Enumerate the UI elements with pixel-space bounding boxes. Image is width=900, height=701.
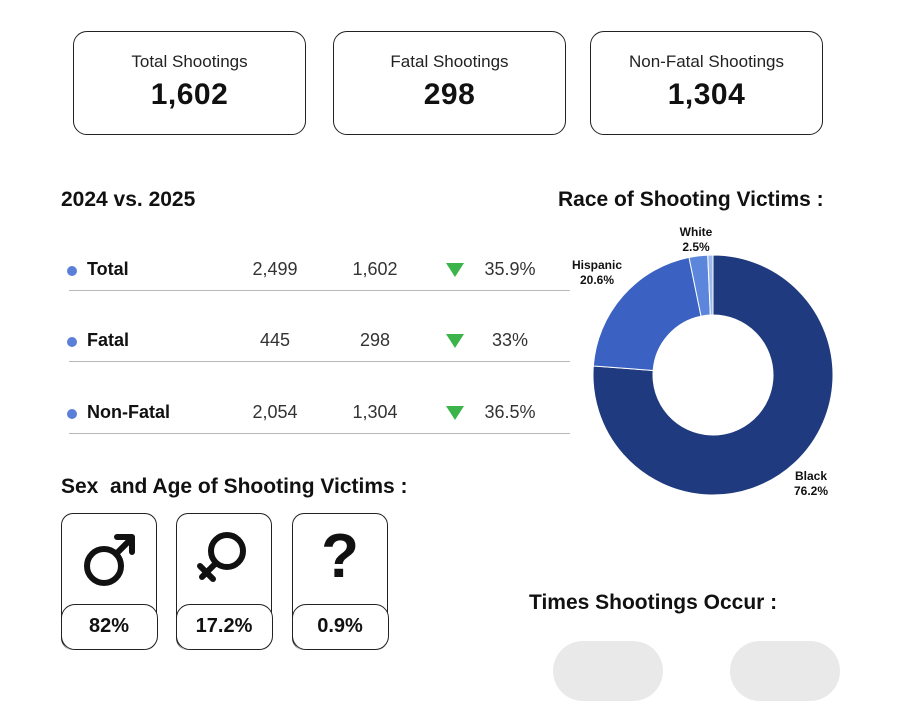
female-card: 17.2% xyxy=(175,513,273,650)
row-name: Non-Fatal xyxy=(87,402,170,422)
times-chart-circle xyxy=(730,641,840,701)
fatal-shootings-value: 298 xyxy=(423,78,476,111)
row-name: Fatal xyxy=(87,330,130,350)
label-black-value: 76.2% xyxy=(793,484,829,498)
row-name: Total xyxy=(87,259,129,279)
row-change: 33% xyxy=(491,330,529,350)
row-value-2024: 2,054 xyxy=(252,402,298,422)
comparison-row-fatal: Fatal 445 298 33% xyxy=(60,322,570,362)
label-white-name: White xyxy=(679,225,713,239)
label-hispanic-value: 20.6% xyxy=(579,273,615,287)
slice-other xyxy=(707,254,714,316)
times-title: Times Shootings Occur : xyxy=(529,591,778,614)
slice-white xyxy=(688,254,711,317)
row-change: 35.9% xyxy=(484,259,536,279)
female-icon xyxy=(177,524,271,599)
row-divider xyxy=(69,289,570,291)
race-chart-title: Race of Shooting Victims : xyxy=(558,188,824,211)
total-shootings-label: Total Shootings xyxy=(131,52,248,71)
total-shootings-value: 1,602 xyxy=(150,78,229,111)
total-shootings-card: Total Shootings 1,602 xyxy=(73,31,306,135)
female-percentage: 17.2% xyxy=(175,604,273,650)
nonfatal-shootings-label: Non-Fatal Shootings xyxy=(629,52,784,71)
label-hispanic-name: Hispanic xyxy=(571,258,622,272)
times-chart-circle xyxy=(553,641,663,701)
down-arrow-icon xyxy=(446,406,464,420)
slice-black xyxy=(592,254,834,496)
fatal-shootings-label: Fatal Shootings xyxy=(390,52,509,71)
bullet-icon xyxy=(67,337,77,347)
row-value-2025: 1,304 xyxy=(352,402,398,422)
down-arrow-icon xyxy=(446,263,464,277)
nonfatal-shootings-card: Non-Fatal Shootings 1,304 xyxy=(590,31,823,135)
comparison-row-nonfatal: Non-Fatal 2,054 1,304 36.5% xyxy=(60,394,570,434)
label-black-name: Black xyxy=(794,469,828,483)
comparison-title: 2024 vs. 2025 xyxy=(61,188,196,211)
male-percentage: 82% xyxy=(60,604,158,650)
row-divider xyxy=(69,432,570,434)
bullet-icon xyxy=(67,409,77,419)
row-value-2025: 298 xyxy=(359,330,391,350)
comparison-row-total: Total 2,499 1,602 35.9% xyxy=(60,251,570,291)
row-change: 36.5% xyxy=(484,402,536,422)
male-icon xyxy=(62,524,156,599)
row-value-2024: 445 xyxy=(259,330,291,350)
fatal-shootings-card: Fatal Shootings 298 xyxy=(333,31,566,135)
label-black: Black 76.2% xyxy=(783,469,839,499)
label-white: White 2.5% xyxy=(668,225,724,255)
label-hispanic: Hispanic 20.6% xyxy=(562,258,632,288)
unknown-percentage: 0.9% xyxy=(291,604,389,650)
bullet-icon xyxy=(67,266,77,276)
sex-age-title: Sex and Age of Shooting Victims : xyxy=(61,475,408,498)
row-divider xyxy=(69,360,570,362)
question-icon: ? xyxy=(321,522,359,591)
row-value-2025: 1,602 xyxy=(352,259,398,279)
male-card: 82% xyxy=(60,513,158,650)
row-value-2024: 2,499 xyxy=(252,259,298,279)
down-arrow-icon xyxy=(446,334,464,348)
unknown-card: ? 0.9% xyxy=(291,513,389,650)
nonfatal-shootings-value: 1,304 xyxy=(667,78,746,111)
label-white-value: 2.5% xyxy=(682,240,710,254)
